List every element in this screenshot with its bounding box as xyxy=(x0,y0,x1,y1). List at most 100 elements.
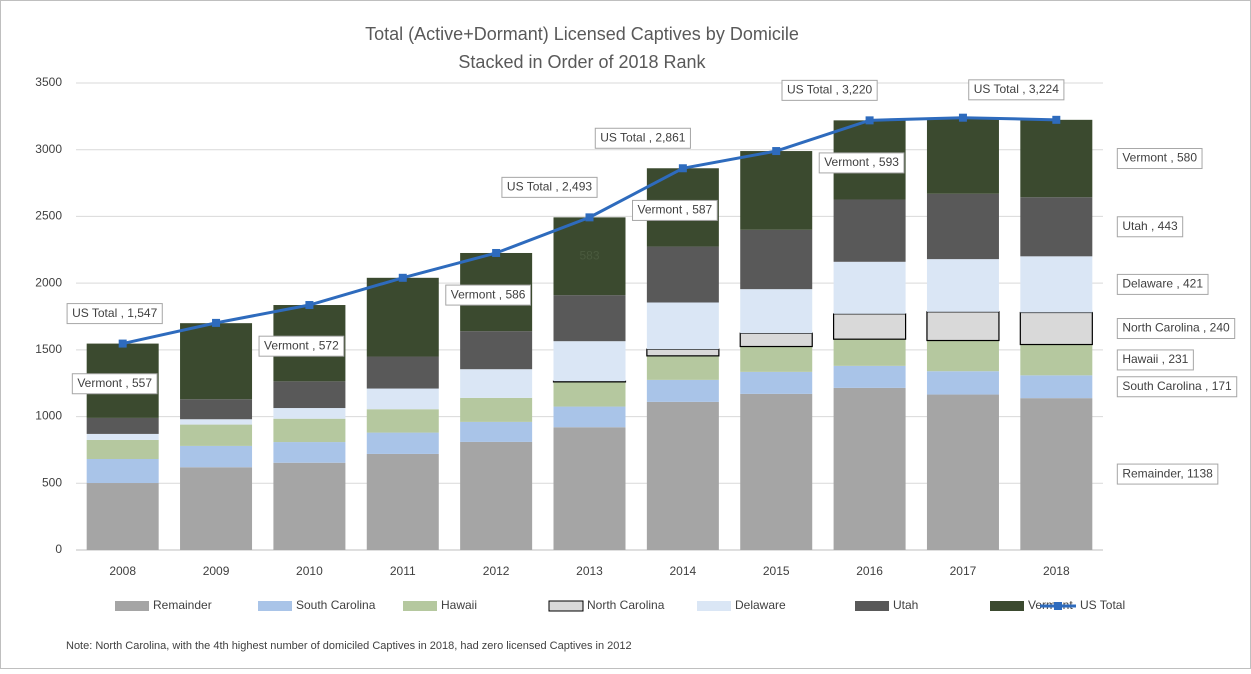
data-label-box xyxy=(1116,148,1203,170)
line-marker xyxy=(585,213,594,222)
bar-segment xyxy=(1020,344,1093,376)
legend-label: Remainder xyxy=(153,598,212,612)
data-label-box xyxy=(818,152,905,174)
note: Note: North Carolina, with the 4th highe… xyxy=(66,640,632,652)
bar-segment xyxy=(366,453,439,550)
y-tick-label: 3000 xyxy=(35,142,62,156)
bar-segment xyxy=(273,442,346,463)
bar-segment xyxy=(926,259,999,312)
bar-segment xyxy=(366,277,439,357)
bar-segment xyxy=(273,418,346,443)
x-tick-label: 2009 xyxy=(203,564,230,578)
data-label: Remainder, 1138 xyxy=(1122,466,1213,480)
data-label: US Total , 1,547 xyxy=(72,306,157,320)
bar-segment xyxy=(460,421,533,442)
bar-segment xyxy=(180,419,253,425)
bar-segment xyxy=(273,408,346,419)
bar-segment xyxy=(1020,197,1093,257)
data-label-box xyxy=(66,303,163,325)
legend-swatch xyxy=(115,601,149,611)
data-label-box xyxy=(445,284,531,306)
data-label: Vermont , 557 xyxy=(77,376,152,390)
bar-segment xyxy=(553,427,626,550)
bar-segment xyxy=(739,332,813,348)
bar-segment xyxy=(180,445,253,468)
line-marker xyxy=(678,164,687,173)
data-label-box xyxy=(258,335,345,357)
line-marker xyxy=(492,248,501,257)
bar-segment xyxy=(926,193,999,260)
data-label: Delaware , 421 xyxy=(1122,277,1203,291)
y-tick-label: 3500 xyxy=(35,75,62,89)
data-label: Vermont , 580 xyxy=(1122,151,1197,165)
bar-segment xyxy=(86,483,159,550)
bar-segment xyxy=(180,399,253,420)
line-marker xyxy=(1052,115,1061,124)
data-label-box xyxy=(1116,273,1209,295)
bar-segment xyxy=(740,346,813,372)
bar-segment xyxy=(86,433,159,440)
legend-label: Delaware xyxy=(735,598,786,612)
bar-segment xyxy=(833,339,906,366)
bar-segment xyxy=(646,355,719,380)
data-label-box xyxy=(1116,463,1219,485)
bar-segment xyxy=(1019,311,1093,346)
line-marker xyxy=(118,339,127,348)
bar-segment xyxy=(740,229,813,290)
bar-segment xyxy=(740,371,813,394)
bar-segment xyxy=(833,387,906,550)
x-tick-label: 2013 xyxy=(576,564,603,578)
line-marker xyxy=(398,273,407,282)
data-label: Hawaii , 231 xyxy=(1122,352,1188,366)
data-label-box xyxy=(968,79,1065,101)
bar-segment xyxy=(366,388,439,410)
line-marker xyxy=(772,147,781,156)
data-label: 583 xyxy=(579,248,599,262)
bar-segment xyxy=(460,369,533,398)
bar-segment xyxy=(646,401,719,550)
bar-segment xyxy=(273,381,346,409)
bar-segment xyxy=(553,217,626,296)
data-label-box xyxy=(1116,376,1238,398)
bar-segment xyxy=(180,323,253,400)
legend-label: Hawaii xyxy=(441,598,477,612)
data-label: US Total , 2,493 xyxy=(507,180,592,194)
bar-segment xyxy=(833,365,906,388)
bar-segment xyxy=(180,467,253,550)
legend-swatch xyxy=(258,601,292,611)
bar-segment xyxy=(86,417,159,434)
bar-segment xyxy=(553,406,626,428)
bar-segment xyxy=(740,289,813,334)
chart-title: Total (Active+Dormant) Licensed Captives… xyxy=(365,24,799,44)
legend-swatch xyxy=(548,600,584,612)
x-tick-label: 2015 xyxy=(763,564,790,578)
bar-segment xyxy=(366,356,439,389)
x-tick-label: 2010 xyxy=(296,564,323,578)
legend-label: US Total xyxy=(1080,598,1125,612)
y-tick-label: 2000 xyxy=(35,275,62,289)
legend-swatch xyxy=(855,601,889,611)
x-tick-label: 2014 xyxy=(670,564,697,578)
data-label: Vermont , 586 xyxy=(451,287,526,301)
bar-segment xyxy=(646,348,720,357)
data-label-box xyxy=(632,199,718,221)
y-tick-label: 2500 xyxy=(35,209,62,223)
data-label: US Total , 2,861 xyxy=(600,130,685,144)
line-layer xyxy=(118,113,1061,348)
bar-segment xyxy=(926,117,999,194)
y-tick-label: 0 xyxy=(55,542,62,556)
bar-segment xyxy=(832,313,907,340)
data-label: South Carolina , 171 xyxy=(1122,379,1232,393)
x-tick-label: 2016 xyxy=(856,564,883,578)
x-tick-label: 2017 xyxy=(950,564,977,578)
data-label: Vermont , 572 xyxy=(264,338,339,352)
bar-segment xyxy=(646,246,719,303)
legend-swatch xyxy=(990,601,1024,611)
bar-segment xyxy=(366,409,439,433)
data-label: Utah , 443 xyxy=(1122,219,1178,233)
bar-segment xyxy=(180,424,253,446)
bar-segment xyxy=(1020,398,1093,550)
data-label-box xyxy=(781,79,878,101)
data-label-box xyxy=(594,127,691,149)
